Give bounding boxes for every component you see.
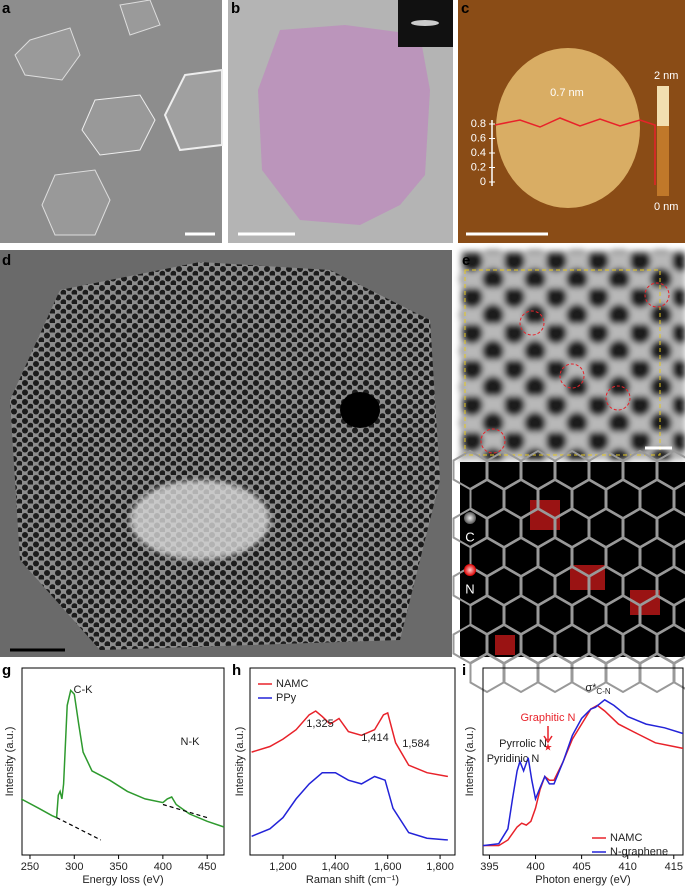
annotation: Pyrrolic N: [499, 738, 547, 750]
lattice-cell: [539, 654, 572, 692]
y-axis-label: Intensity (a.u.): [234, 727, 246, 797]
annotation-text: Pyridinic N: [487, 753, 540, 765]
lattice-cell: [471, 654, 504, 692]
tem-image: [228, 0, 453, 243]
stem-image: [0, 250, 452, 657]
series-line: [21, 690, 224, 827]
x-tick-label: 450: [198, 861, 216, 873]
annotation: 1,584: [402, 738, 430, 750]
x-tick-label: 400: [154, 861, 172, 873]
series-line: [57, 818, 101, 840]
annotation-text: σ*: [585, 682, 597, 694]
lattice-cell: [607, 654, 640, 692]
panel-label: i: [462, 662, 466, 679]
x-tick-label: 1,600: [374, 861, 402, 873]
zoom-image: [460, 250, 685, 460]
y-axis-label: Intensity (a.u.): [4, 727, 16, 797]
height-label: 0.7 nm: [550, 87, 584, 99]
profile-tick-label: 0: [480, 176, 486, 188]
annotation-text: 1,414: [361, 732, 389, 744]
annotation-text: 1,325: [306, 718, 334, 730]
panel-label: a: [2, 0, 11, 17]
panel-label: b: [231, 0, 240, 17]
annotation-text: C-K: [74, 684, 94, 696]
lattice-cell: [641, 654, 674, 692]
profile-tick-label: 0.6: [471, 132, 486, 144]
series-line: [163, 805, 207, 818]
legend-n: N: [465, 581, 474, 596]
annotation-text: N-K: [181, 736, 201, 748]
x-tick-label: 300: [65, 861, 83, 873]
annotation-text: Graphitic N: [520, 712, 575, 724]
afm-image: 0.7 nm 2 nm 0 nm 0 0.2 0.4 0.6 0.8: [458, 0, 685, 243]
series-line: [483, 705, 683, 845]
x-tick-label: 400: [526, 861, 544, 873]
x-tick-label: 1,200: [269, 861, 297, 873]
x-tick-label: 395: [480, 861, 498, 873]
legend-label: PPy: [276, 692, 297, 704]
annotation: σ*C-N: [585, 682, 611, 696]
x-axis-label: Energy loss (eV): [82, 874, 163, 886]
legend-label: NAMC: [610, 832, 642, 844]
legend-label: N-graphene: [610, 846, 668, 858]
annotation: Pyridinic N: [487, 753, 540, 765]
annotation: Graphitic N: [520, 712, 575, 724]
annotation-sub: C-N: [596, 687, 610, 696]
x-tick-label: 1,800: [426, 861, 454, 873]
legend-label: NAMC: [276, 678, 308, 690]
legend-c: C: [465, 529, 474, 544]
x-tick-label: 1,400: [322, 861, 350, 873]
annotation-text: 1,584: [402, 738, 430, 750]
annotation: N-K: [181, 736, 201, 748]
annotation: 1,325: [306, 718, 334, 730]
profile-tick-label: 0.4: [471, 147, 486, 159]
profile-tick-label: 0.2: [471, 161, 486, 173]
colorbar-min: 0 nm: [654, 201, 678, 213]
x-axis-label: Raman shift (cm⁻¹): [306, 874, 399, 886]
annotation-text: Pyrrolic N: [499, 738, 547, 750]
x-tick-label: 405: [572, 861, 590, 873]
panel-label: h: [232, 662, 241, 679]
sem-image: [0, 0, 222, 243]
panel-label: c: [461, 0, 469, 17]
x-tick-label: 410: [619, 861, 637, 873]
plot-frame: [22, 668, 224, 855]
lattice-map: C N: [454, 451, 685, 692]
x-tick-label: 250: [21, 861, 39, 873]
x-tick-label: 350: [109, 861, 127, 873]
panel-label: e: [462, 252, 470, 269]
series-line: [252, 773, 448, 840]
annotation: 1,414: [361, 732, 389, 744]
colorbar-max: 2 nm: [654, 70, 678, 82]
lattice-cell: [505, 654, 538, 692]
x-tick-label: 415: [665, 861, 683, 873]
profile-tick-label: 0.8: [471, 118, 486, 130]
annotation: C-K: [74, 684, 94, 696]
y-axis-label: Intensity (a.u.): [464, 727, 476, 797]
x-axis-label: Photon energy (eV): [535, 874, 630, 886]
panel-label: g: [2, 662, 11, 679]
panel-label: d: [2, 252, 11, 269]
